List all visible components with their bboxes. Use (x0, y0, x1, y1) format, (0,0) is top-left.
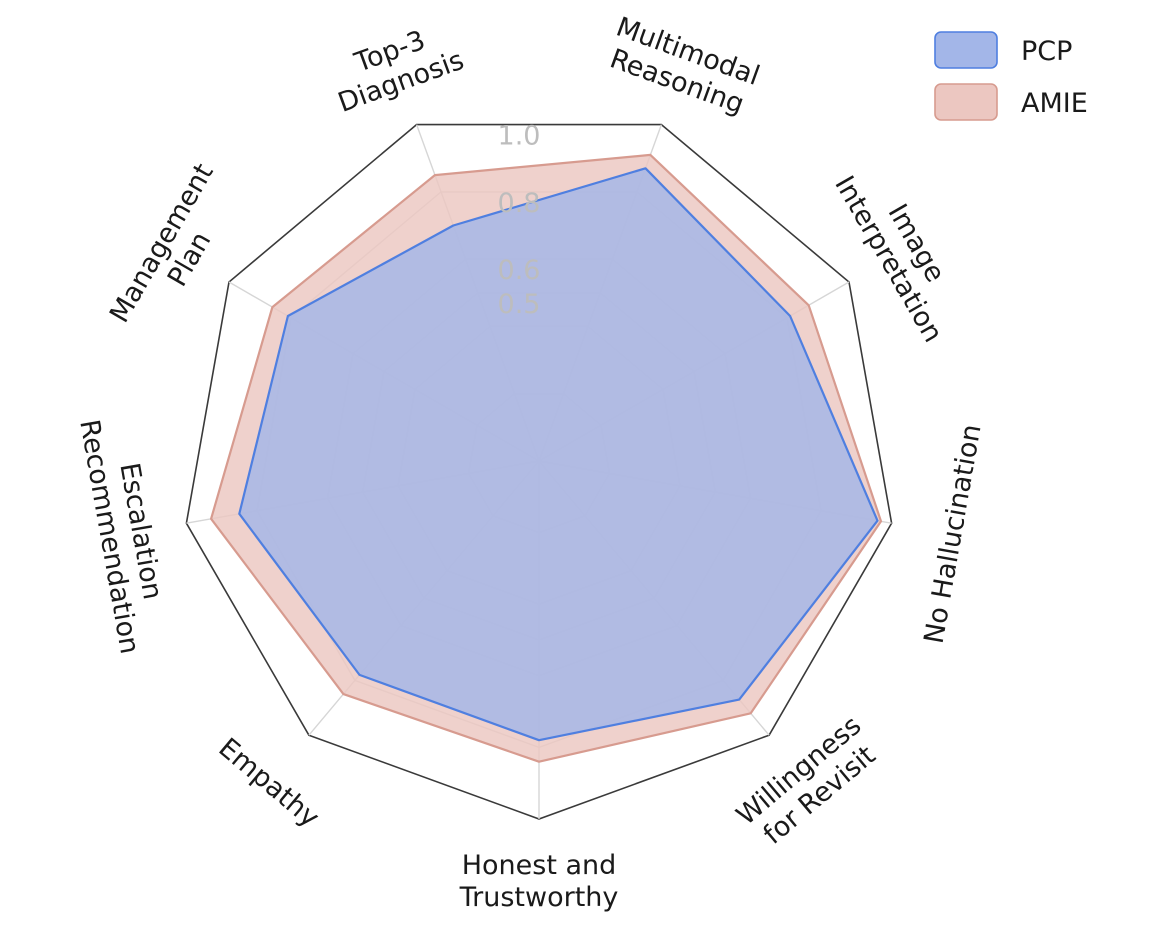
radial-tick-labels: 0.50.6 0.8 1.0 (498, 121, 541, 320)
r-tick-label: 0.5 (498, 289, 541, 320)
series-pcp (238, 167, 879, 742)
axis-label-no-hallucination: No Hallucination (919, 422, 988, 646)
legend-swatch-pcp (934, 31, 998, 69)
legend-swatch-amie (934, 83, 998, 121)
r-tick-label: 1.0 (498, 121, 541, 152)
legend: PCP AMIE (934, 31, 1088, 121)
radar-series (210, 153, 883, 763)
r-tick-label: 0.8 (498, 188, 541, 219)
axis-label-line: No Hallucination (919, 422, 988, 646)
axis-label-empathy: Empathy (212, 732, 324, 833)
axis-label-line: Honest and (462, 850, 617, 881)
legend-label-amie: AMIE (1021, 88, 1088, 119)
axis-label-line: Trustworthy (459, 882, 619, 913)
outer-ring (185, 123, 893, 820)
legend-label-pcp: PCP (1021, 36, 1072, 67)
r-tick-label: 0.6 (498, 255, 541, 286)
axis-label-line: Empathy (212, 732, 324, 833)
